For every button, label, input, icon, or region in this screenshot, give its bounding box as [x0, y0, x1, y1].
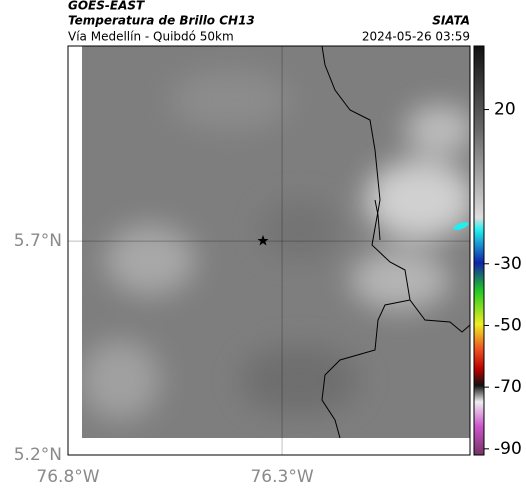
- colorbar-tick-label: 20: [494, 100, 516, 120]
- colorbar: [473, 45, 485, 456]
- colorbar-tick-label: -70: [494, 377, 522, 397]
- lon-tick-label: 76.8°W: [36, 467, 99, 487]
- lat-tick-label: 5.2°N: [14, 445, 62, 465]
- lat-tick-label: 5.7°N: [14, 231, 62, 251]
- colorbar-tick-label: -90: [494, 439, 522, 459]
- satellite-image: [82, 46, 470, 438]
- colorbar-tick-label: -30: [494, 254, 522, 274]
- map-frame: [67, 45, 471, 456]
- location-marker: [257, 235, 269, 246]
- colorbar-tick-label: -50: [494, 315, 522, 335]
- satellite: GOES-EAST: [68, 0, 145, 13]
- borders: [321, 45, 471, 439]
- route: Vía Medellín - Quibdó 50km: [68, 30, 234, 44]
- product: Temperatura de Brillo CH13: [68, 14, 255, 28]
- source: SIATA: [432, 14, 470, 28]
- timestamp: 2024-05-26 03:59: [362, 30, 470, 44]
- lon-tick-label: 76.3°W: [250, 467, 313, 487]
